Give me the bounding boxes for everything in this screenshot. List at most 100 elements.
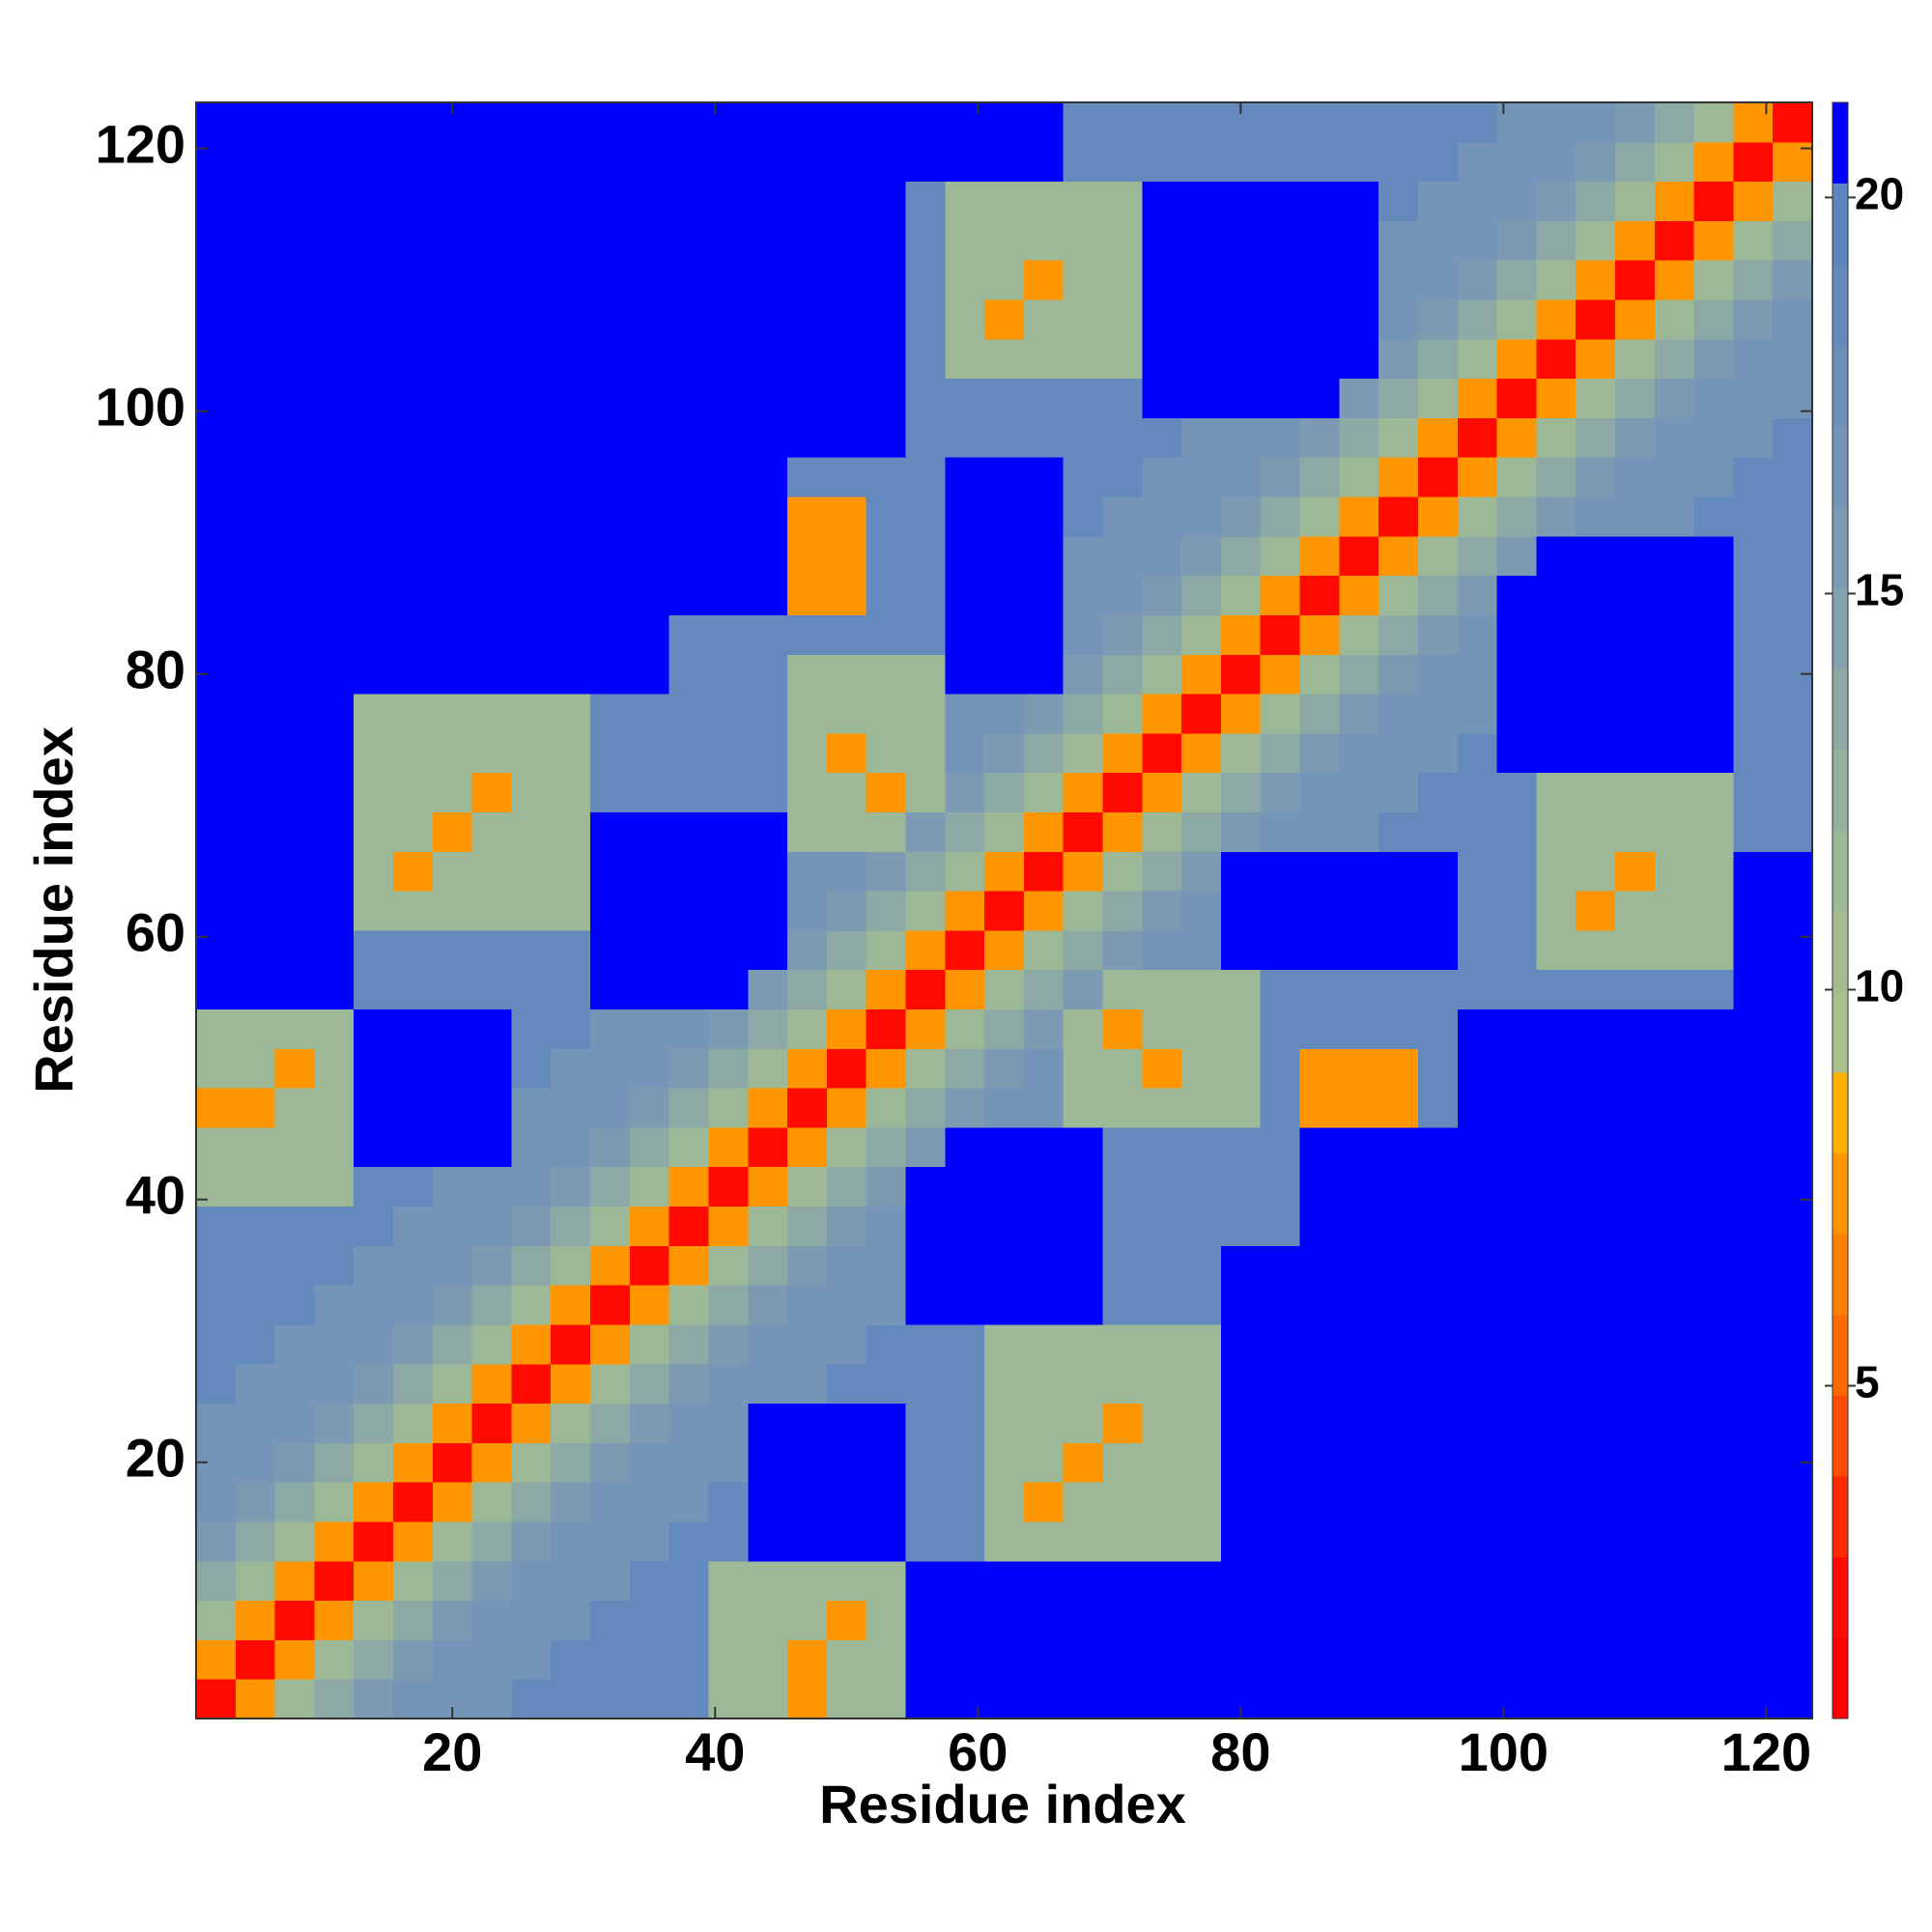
heatmap-cell bbox=[551, 220, 591, 261]
heatmap-cell bbox=[1023, 417, 1065, 458]
heatmap-cell bbox=[274, 851, 315, 892]
heatmap-cell bbox=[1614, 732, 1656, 774]
heatmap-cell bbox=[511, 497, 552, 537]
heatmap-cell bbox=[393, 969, 434, 1010]
heatmap-cell bbox=[748, 497, 788, 537]
heatmap-cell bbox=[708, 1126, 749, 1168]
heatmap-cell bbox=[511, 338, 552, 380]
heatmap-cell bbox=[708, 299, 749, 340]
heatmap-cell bbox=[1142, 417, 1182, 458]
heatmap-cell bbox=[235, 1442, 276, 1483]
heatmap-cell bbox=[1142, 260, 1182, 300]
heatmap-cell bbox=[590, 1600, 631, 1640]
heatmap-cell bbox=[314, 1442, 355, 1483]
heatmap-cell bbox=[787, 1560, 828, 1602]
heatmap-cell bbox=[1142, 772, 1182, 812]
heatmap-cell bbox=[1496, 338, 1537, 380]
heatmap-cell bbox=[1378, 1600, 1419, 1640]
heatmap-cell bbox=[235, 1126, 276, 1168]
heatmap-cell bbox=[708, 1009, 749, 1049]
heatmap-cell bbox=[1102, 102, 1143, 143]
colorbar-band bbox=[1833, 749, 1848, 831]
heatmap-cell bbox=[1299, 1048, 1340, 1089]
heatmap-cell bbox=[1220, 457, 1262, 497]
heatmap-cell bbox=[984, 299, 1025, 340]
heatmap-cell bbox=[432, 141, 473, 183]
heatmap-cell bbox=[1023, 1166, 1065, 1208]
heatmap-cell bbox=[668, 220, 709, 261]
y-tick-label: 60 bbox=[126, 902, 185, 963]
heatmap-cell bbox=[590, 1442, 631, 1483]
heatmap-cell bbox=[1378, 1166, 1419, 1208]
heatmap-cell bbox=[196, 1482, 237, 1522]
heatmap-cell bbox=[1417, 1600, 1459, 1640]
heatmap-cell bbox=[1417, 497, 1459, 537]
heatmap-cell bbox=[668, 497, 709, 537]
heatmap-cell bbox=[196, 1206, 237, 1246]
heatmap-cell bbox=[1733, 181, 1774, 221]
heatmap-cell bbox=[668, 1126, 709, 1168]
heatmap-cell bbox=[1299, 891, 1340, 931]
heatmap-cell bbox=[1378, 1442, 1419, 1483]
heatmap-cell bbox=[551, 378, 591, 418]
heatmap-cell bbox=[196, 1126, 237, 1168]
heatmap-cell bbox=[1536, 378, 1577, 418]
heatmap-cell bbox=[1102, 378, 1143, 418]
heatmap-cell bbox=[1181, 1088, 1222, 1128]
heatmap-cell bbox=[1339, 614, 1379, 655]
heatmap-cell bbox=[354, 1639, 394, 1680]
heatmap-cell bbox=[1457, 969, 1498, 1010]
heatmap-cell bbox=[748, 851, 788, 892]
heatmap-cell bbox=[511, 299, 552, 340]
heatmap-cell bbox=[1733, 497, 1774, 537]
heatmap-cell bbox=[1023, 1442, 1065, 1483]
heatmap-cell bbox=[1536, 299, 1577, 340]
heatmap-cell bbox=[905, 102, 946, 143]
heatmap-cell bbox=[826, 1403, 867, 1443]
heatmap-cell bbox=[1260, 1639, 1301, 1680]
heatmap-cell bbox=[432, 1206, 473, 1246]
heatmap-cell bbox=[1339, 457, 1379, 497]
heatmap-cell bbox=[1733, 811, 1774, 852]
heatmap-cell bbox=[984, 1403, 1025, 1443]
heatmap-cell bbox=[1733, 1126, 1774, 1168]
heatmap-cell bbox=[1023, 497, 1065, 537]
heatmap-cell bbox=[1576, 1166, 1616, 1208]
heatmap-cell bbox=[1102, 1245, 1143, 1286]
heatmap-cell bbox=[1260, 457, 1301, 497]
heatmap-cell bbox=[551, 891, 591, 931]
heatmap-cell bbox=[1654, 338, 1695, 380]
heatmap-cell bbox=[945, 772, 985, 812]
heatmap-cell bbox=[866, 220, 906, 261]
heatmap-cell bbox=[905, 1679, 946, 1719]
heatmap-cell bbox=[354, 497, 394, 537]
heatmap-cell bbox=[1260, 929, 1301, 971]
heatmap-cell bbox=[1220, 1048, 1262, 1089]
heatmap-cell bbox=[708, 1363, 749, 1405]
heatmap-cell bbox=[432, 535, 473, 577]
heatmap-cell bbox=[787, 1639, 828, 1680]
heatmap-cell bbox=[905, 457, 946, 497]
heatmap-cell bbox=[866, 614, 906, 655]
heatmap-cell bbox=[1220, 1403, 1262, 1443]
heatmap-cell bbox=[590, 1048, 631, 1089]
heatmap-cell bbox=[945, 1442, 985, 1483]
heatmap-cell bbox=[1576, 772, 1616, 812]
heatmap-cell bbox=[1536, 575, 1577, 615]
heatmap-cell bbox=[393, 181, 434, 221]
heatmap-cell bbox=[1773, 811, 1813, 852]
heatmap-cell bbox=[551, 1639, 591, 1680]
heatmap-cell bbox=[1102, 1600, 1143, 1640]
heatmap-cell bbox=[551, 1363, 591, 1405]
heatmap-cell bbox=[1773, 969, 1813, 1010]
heatmap-cell bbox=[945, 851, 985, 892]
heatmap-cell bbox=[1378, 969, 1419, 1010]
heatmap-cell bbox=[668, 654, 709, 695]
heatmap-cell bbox=[590, 1520, 631, 1562]
heatmap-cell bbox=[1733, 1285, 1774, 1325]
heatmap-cell bbox=[590, 1245, 631, 1286]
heatmap-cell bbox=[708, 1403, 749, 1443]
heatmap-cell bbox=[668, 1520, 709, 1562]
heatmap-cell bbox=[787, 1048, 828, 1089]
heatmap-cell bbox=[1220, 1600, 1262, 1640]
